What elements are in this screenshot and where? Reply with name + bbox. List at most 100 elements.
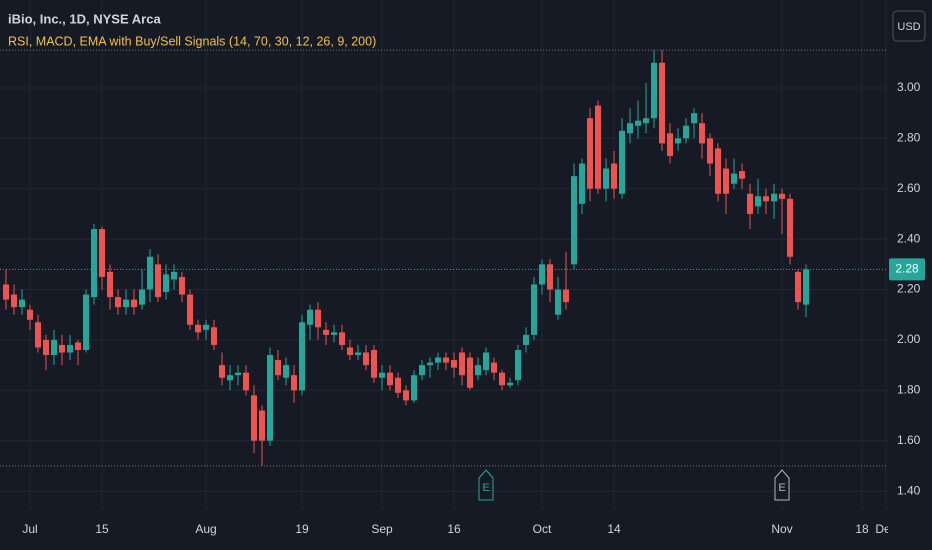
candle-body xyxy=(803,269,809,305)
candle-body xyxy=(387,372,393,386)
y-axis: 1.40 1.60 1.80 2.00 2.20 2.40 2.60 2.80 3.00 xyxy=(897,80,921,497)
candle-body xyxy=(347,347,353,356)
candle-body xyxy=(3,284,9,300)
candle-body xyxy=(147,256,153,290)
candle-body xyxy=(11,294,17,308)
x-tick-label: 14 xyxy=(607,522,621,536)
candle-body xyxy=(459,352,465,376)
candle-body xyxy=(83,294,89,350)
candle-body xyxy=(779,193,785,199)
x-tick-label: 15 xyxy=(95,522,109,536)
y-tick-label: 1.80 xyxy=(897,382,921,396)
candle-body xyxy=(331,332,337,335)
candle-body xyxy=(211,327,217,345)
candle-body xyxy=(179,276,185,295)
candle-body xyxy=(619,130,625,194)
candle-body xyxy=(707,138,713,164)
candle-body xyxy=(787,198,793,257)
candle-body xyxy=(251,395,257,441)
candle-body xyxy=(339,332,345,345)
candle-body xyxy=(611,163,617,189)
candle-body xyxy=(195,324,201,333)
y-tick-label: 2.00 xyxy=(897,332,921,346)
candle-body xyxy=(411,375,417,401)
candle-body xyxy=(555,289,561,315)
candle-body xyxy=(259,410,265,441)
candle-body xyxy=(531,284,537,335)
chart-title: iBio, Inc., 1D, NYSE Arca xyxy=(8,11,161,26)
candle-body xyxy=(475,365,481,376)
candle-body xyxy=(139,289,145,305)
candle-body xyxy=(19,299,25,308)
candle-body xyxy=(163,274,169,293)
x-tick-label: 16 xyxy=(447,522,461,536)
candle-body xyxy=(395,377,401,393)
candle-body xyxy=(731,173,737,184)
candle-body xyxy=(291,375,297,391)
candle-body xyxy=(219,365,225,378)
candle-body xyxy=(323,329,329,335)
candle-body xyxy=(75,342,81,350)
candle-body xyxy=(419,365,425,376)
x-tick-label: Jul xyxy=(22,522,37,536)
candle-body xyxy=(99,229,105,277)
candle-body xyxy=(299,322,305,391)
y-tick-label: 1.60 xyxy=(897,433,921,447)
currency-button[interactable] xyxy=(892,10,926,42)
candle-body xyxy=(635,120,641,126)
candle-body xyxy=(723,168,729,194)
currency-label[interactable]: USD xyxy=(897,21,920,33)
x-tick-label: 18 xyxy=(855,522,869,536)
candle-body xyxy=(739,171,745,179)
x-tick-label: Sep xyxy=(371,522,393,536)
candle-body xyxy=(35,322,41,348)
y-tick-label: 2.60 xyxy=(897,181,921,195)
x-tick-label: Nov xyxy=(771,522,792,536)
candle-body xyxy=(755,196,761,207)
candle-body xyxy=(275,360,281,376)
candle-body xyxy=(747,193,753,214)
candle-body xyxy=(59,344,65,353)
candle-body xyxy=(699,123,705,144)
candle-body xyxy=(595,105,601,189)
candle-body xyxy=(227,375,233,381)
earnings-label: E xyxy=(778,482,785,494)
candle-body xyxy=(715,148,721,194)
candle-body xyxy=(123,299,129,308)
x-tick-label: Oct xyxy=(533,522,552,536)
candle-body xyxy=(403,390,409,401)
candle-body xyxy=(651,62,657,119)
grid xyxy=(0,0,888,510)
y-tick-label: 3.00 xyxy=(897,80,921,94)
x-tick-label: Aug xyxy=(195,522,216,536)
candle-body xyxy=(243,372,249,391)
candle-body xyxy=(131,299,137,308)
candle-body xyxy=(659,62,665,144)
candle-body xyxy=(363,352,369,366)
candle-body xyxy=(547,264,553,290)
candle-body xyxy=(627,123,633,134)
candle-body xyxy=(51,339,57,356)
candle-body xyxy=(427,362,433,366)
candle-body xyxy=(523,334,529,345)
earnings-marker xyxy=(478,469,494,501)
candle-body xyxy=(563,289,569,303)
candle-body xyxy=(267,355,273,441)
y-tick-label: 2.20 xyxy=(897,282,921,296)
indicator-label: RSI, MACD, EMA with Buy/Sell Signals (14… xyxy=(8,34,376,48)
candle-body xyxy=(451,360,457,368)
candle-body xyxy=(579,163,585,204)
candle-body xyxy=(587,118,593,189)
candle-body xyxy=(491,362,497,373)
candle-body xyxy=(675,138,681,144)
candle-body xyxy=(795,271,801,303)
y-tick-label: 2.40 xyxy=(897,231,921,245)
candle-body xyxy=(515,349,521,381)
candle-body xyxy=(443,357,449,363)
candle-body xyxy=(691,113,697,124)
x-tick-label: 19 xyxy=(295,522,309,536)
candle-body xyxy=(467,357,473,388)
earnings-marker xyxy=(774,469,790,501)
candle-body xyxy=(107,271,113,298)
